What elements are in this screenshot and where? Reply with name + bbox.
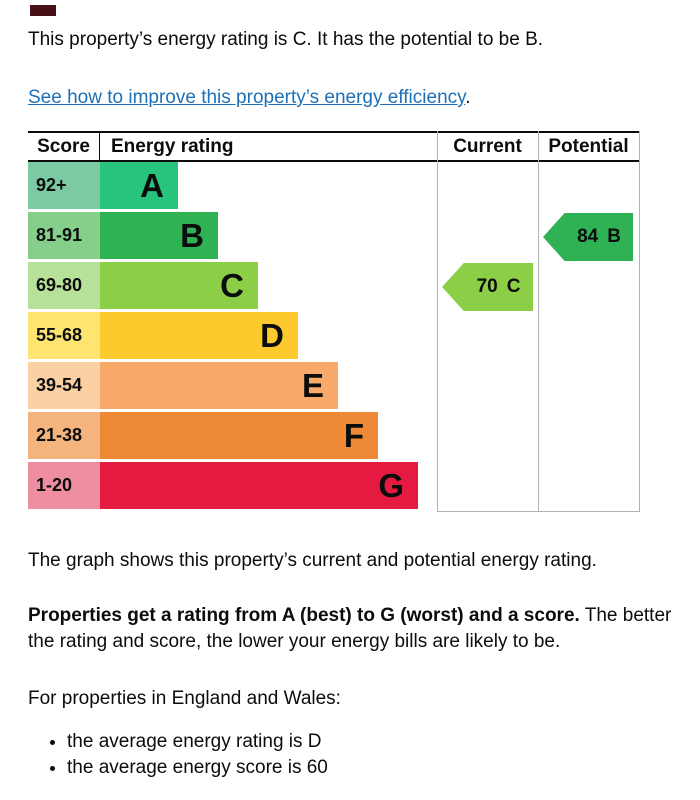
band-bar-g: G	[100, 462, 418, 509]
rating-explanation-rest: The better the rating and score, the low…	[28, 605, 672, 652]
current-score: 70	[476, 276, 498, 297]
band-letter-c: C	[220, 267, 244, 304]
band-row-d: 55-68 D	[28, 312, 640, 362]
link-suffix: .	[465, 87, 471, 108]
graph-caption: The graph shows this property’s current …	[28, 550, 597, 571]
band-score-d: 55-68	[28, 312, 100, 359]
band-score-a: 92+	[28, 162, 100, 209]
band-letter-a: A	[140, 167, 164, 204]
rating-summary-text: This property’s energy rating is C. It h…	[28, 29, 544, 50]
average-rating-item: the average energy rating is D	[67, 730, 672, 754]
band-letter-f: F	[343, 417, 364, 454]
band-score-c: 69-80	[28, 262, 100, 309]
graph-header-row: Score Energy rating Current Potential	[28, 131, 640, 162]
band-bar-a: A	[100, 162, 178, 209]
band-row-c: 69-80 C	[28, 262, 640, 312]
potential-score: 84	[577, 226, 599, 247]
average-score-item: the average energy score is 60	[67, 756, 672, 780]
band-row-b: 81-91 B	[28, 212, 640, 262]
table-right-border	[639, 131, 640, 512]
column-header-energy-rating: Energy rating	[111, 135, 234, 157]
band-letter-b: B	[180, 217, 204, 254]
column-header-potential: Potential	[548, 135, 629, 157]
potential-letter: B	[607, 226, 621, 247]
band-row-a: 92+ A	[28, 162, 640, 212]
improve-efficiency-link[interactable]: See how to improve this property’s energ…	[28, 87, 466, 108]
graph-body: 92+ A 81-91 B 69-80 C 55-68 D 39-54 E 21…	[28, 162, 640, 512]
column-header-current: Current	[453, 135, 522, 157]
band-letter-d: D	[260, 317, 284, 354]
table-bottom-border	[437, 511, 640, 512]
potential-rating-marker: 84 B	[543, 213, 633, 261]
band-score-e: 39-54	[28, 362, 100, 409]
band-bar-e: E	[100, 362, 338, 409]
band-score-b: 81-91	[28, 212, 100, 259]
band-bar-c: C	[100, 262, 258, 309]
column-header-score: Score	[28, 133, 100, 160]
column-divider-potential	[538, 131, 539, 512]
band-letter-e: E	[301, 367, 324, 404]
epc-page: This property’s energy rating is C. It h…	[0, 0, 700, 780]
band-row-f: 21-38 F	[28, 412, 640, 462]
regions-intro: For properties in England and Wales:	[28, 688, 341, 709]
band-bar-f: F	[100, 412, 378, 459]
band-row-e: 39-54 E	[28, 362, 640, 412]
band-bar-b: B	[100, 212, 218, 259]
rating-explanation-bold: Properties get a rating from A (best) to…	[28, 605, 580, 626]
improve-link-line: See how to improve this property’s energ…	[28, 85, 672, 110]
column-divider-current	[437, 131, 438, 512]
current-letter: C	[506, 276, 521, 297]
band-score-g: 1-20	[28, 462, 100, 509]
band-score-f: 21-38	[28, 412, 100, 459]
band-row-g: 1-20 G	[28, 462, 640, 512]
band-bar-d: D	[100, 312, 298, 359]
band-letter-g: G	[378, 467, 404, 504]
energy-rating-graph: Score Energy rating Current Potential 92…	[28, 131, 640, 512]
current-rating-marker: 70 C	[442, 263, 533, 311]
rating-explanation: Properties get a rating from A (best) to…	[28, 603, 672, 655]
average-stats-list: the average energy rating is D the avera…	[28, 730, 672, 780]
top-left-marker	[30, 5, 56, 16]
